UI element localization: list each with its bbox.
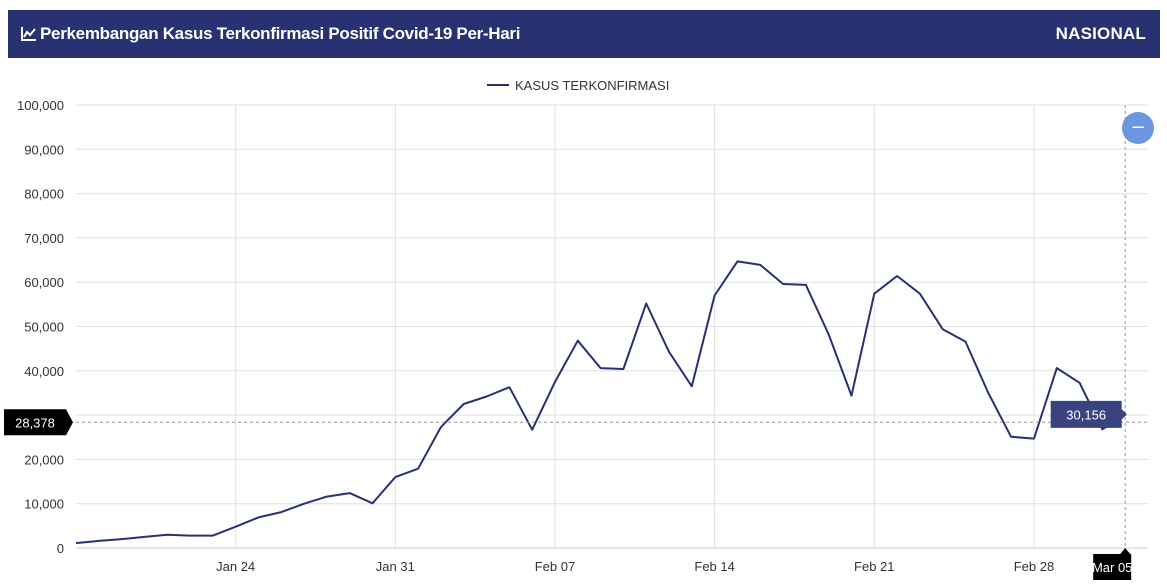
y-tick-label: 100,000 [17, 98, 64, 113]
crosshair: 28,378 Mar 05 30,156 [4, 105, 1148, 580]
crosshair-x-label: Mar 05 [1092, 548, 1132, 580]
crosshair-y-label: 28,378 [4, 409, 73, 436]
chart-title: Perkembangan Kasus Terkonfirmasi Positif… [40, 24, 521, 43]
y-tick-label: 90,000 [24, 142, 64, 157]
y-tick-label: 10,000 [24, 497, 64, 512]
zoom-reset-button[interactable]: − [1122, 112, 1154, 144]
crosshair-x-value: Mar 05 [1092, 560, 1132, 575]
tooltip: 30,156 [1050, 400, 1127, 428]
y-tick-label: 20,000 [24, 452, 64, 467]
x-tick-label: Feb 07 [535, 559, 575, 574]
y-tick-label: 80,000 [24, 187, 64, 202]
minus-icon: − [1130, 117, 1145, 138]
line-chart-icon [20, 25, 38, 43]
crosshair-y-value: 28,378 [15, 415, 55, 430]
x-tick-label: Feb 21 [854, 559, 894, 574]
x-tick-label: Jan 31 [376, 559, 415, 574]
legend-label: KASUS TERKONFIRMASI [515, 78, 669, 93]
header-title-group: Perkembangan Kasus Terkonfirmasi Positif… [20, 24, 520, 44]
y-tick-label: 70,000 [24, 231, 64, 246]
line-chart: 010,00020,00030,00040,00050,00060,00070,… [4, 78, 1154, 580]
tooltip-value: 30,156 [1066, 407, 1106, 422]
y-tick-label: 60,000 [24, 275, 64, 290]
data-points [74, 259, 1127, 545]
y-tick-label: 50,000 [24, 320, 64, 335]
x-tick-label: Jan 24 [216, 559, 255, 574]
x-axis-ticks: Jan 24 Jan 31 Feb 07 Feb 14 Feb 21 Feb 28 [216, 559, 1054, 574]
x-tick-label: Feb 14 [694, 559, 734, 574]
x-tick-label: Feb 28 [1014, 559, 1054, 574]
y-axis-ticks: 010,00020,00030,00040,00050,00060,00070,… [17, 98, 64, 556]
grid-lines [76, 104, 1148, 549]
y-tick-label: 40,000 [24, 364, 64, 379]
chart-header: Perkembangan Kasus Terkonfirmasi Positif… [8, 10, 1160, 58]
y-tick-label: 0 [57, 541, 64, 556]
region-label: NASIONAL [1055, 24, 1146, 43]
series-line-kasus [75, 260, 1126, 545]
legend[interactable]: KASUS TERKONFIRMASI [487, 78, 669, 93]
